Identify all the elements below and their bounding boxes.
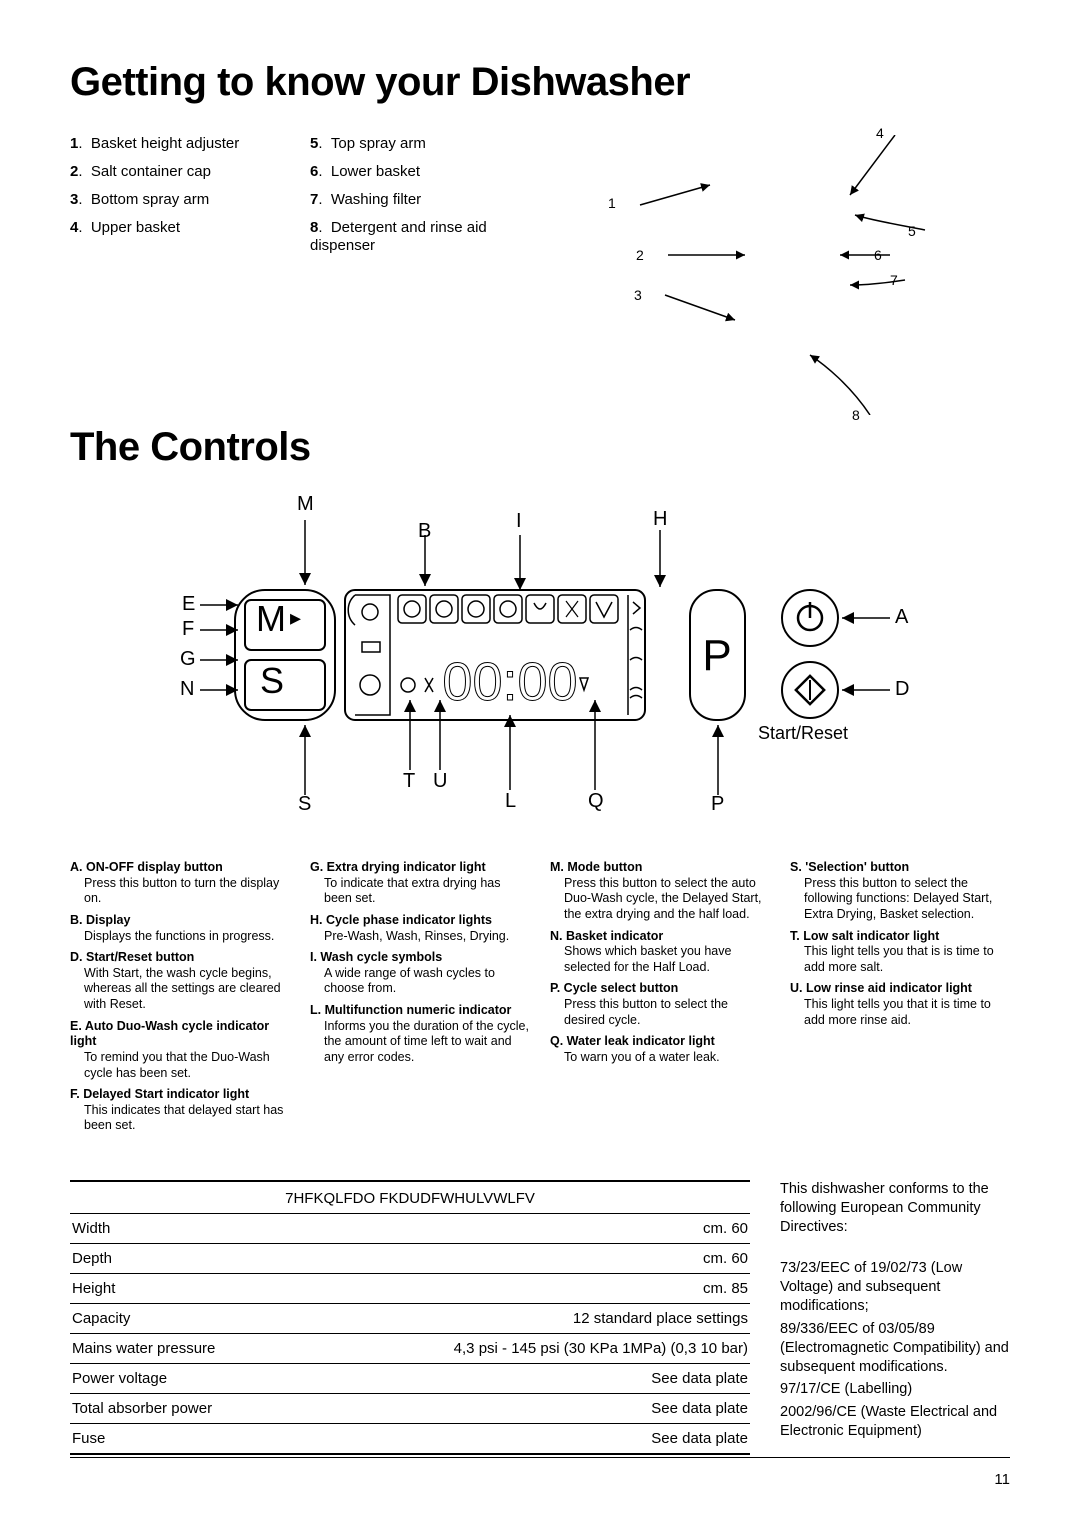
desc-col-3: M. Mode buttonPress this button to selec… bbox=[550, 860, 770, 1140]
control-desc-item: H. Cycle phase indicator lightsPre-Wash,… bbox=[310, 913, 530, 944]
table-row: Widthcm. 60 bbox=[70, 1214, 750, 1244]
page-title-2: The Controls bbox=[70, 425, 1010, 470]
table-row: Capacity12 standard place settings bbox=[70, 1304, 750, 1334]
directive-item: 73/23/EEC of 19/02/73 (Low Voltage) and … bbox=[780, 1259, 1010, 1316]
control-desc-item: L. Multifunction numeric indicatorInform… bbox=[310, 1003, 530, 1066]
desc-col-4: S. 'Selection' buttonPress this button t… bbox=[790, 860, 1010, 1140]
panel-label-N: N bbox=[180, 678, 194, 701]
control-desc-item: N. Basket indicatorShows which basket yo… bbox=[550, 929, 770, 976]
control-desc-item: D. Start/Reset buttonWith Start, the was… bbox=[70, 950, 290, 1013]
directives-intro: This dishwasher conforms to the followin… bbox=[780, 1180, 1010, 1237]
parts-col-left: 1. Basket height adjuster 2. Salt contain… bbox=[70, 135, 270, 415]
part-item: 7. Washing filter bbox=[310, 191, 510, 209]
panel-label-D: D bbox=[895, 678, 909, 701]
directive-item: 2002/96/CE (Waste Electrical and Electro… bbox=[780, 1403, 1010, 1441]
table-row: FuseSee data plate bbox=[70, 1424, 750, 1455]
control-desc-item: Q. Water leak indicator lightTo warn you… bbox=[550, 1034, 770, 1065]
panel-label-U: U bbox=[433, 770, 447, 793]
diagram-label-7: 7 bbox=[890, 272, 898, 288]
diagram-label-6: 6 bbox=[874, 247, 882, 263]
start-reset-label: Start/Reset bbox=[758, 723, 848, 744]
directive-item: 97/17/CE (Labelling) bbox=[780, 1380, 1010, 1399]
panel-label-S: S bbox=[298, 793, 311, 816]
panel-label-T: T bbox=[403, 770, 415, 793]
panel-label-E: E bbox=[182, 593, 195, 616]
exploded-diagram: 1 2 3 4 5 6 7 8 bbox=[550, 135, 1010, 415]
table-row: Depthcm. 60 bbox=[70, 1244, 750, 1274]
control-desc-item: E. Auto Duo-Wash cycle indicator lightTo… bbox=[70, 1019, 290, 1082]
panel-label-F: F bbox=[182, 618, 194, 641]
part-item: 5. Top spray arm bbox=[310, 135, 510, 153]
selection-button-letter: S bbox=[260, 660, 284, 702]
control-desc-item: M. Mode buttonPress this button to selec… bbox=[550, 860, 770, 923]
part-item: 8. Detergent and rinse aid dispenser bbox=[310, 219, 510, 255]
control-desc-item: B. DisplayDisplays the functions in prog… bbox=[70, 913, 290, 944]
panel-label-M: M bbox=[297, 493, 314, 516]
control-desc-item: T. Low salt indicator lightThis light te… bbox=[790, 929, 1010, 976]
control-panel-diagram: P bbox=[130, 490, 950, 830]
parts-col-right: 5. Top spray arm 6. Lower basket 7. Washin… bbox=[310, 135, 510, 415]
diagram-label-2: 2 bbox=[636, 247, 644, 263]
page-title-1: Getting to know your Dishwasher bbox=[70, 60, 1010, 105]
mode-button-letter: M bbox=[256, 598, 286, 640]
control-desc-item: S. 'Selection' buttonPress this button t… bbox=[790, 860, 1010, 923]
diagram-label-4: 4 bbox=[876, 125, 884, 141]
panel-label-I: I bbox=[516, 510, 522, 533]
control-desc-item: U. Low rinse aid indicator lightThis lig… bbox=[790, 981, 1010, 1028]
control-desc-item: G. Extra drying indicator lightTo indica… bbox=[310, 860, 530, 907]
page-rule bbox=[70, 1457, 1010, 1458]
controls-description: A. ON-OFF display buttonPress this butto… bbox=[70, 860, 1010, 1140]
panel-label-B: B bbox=[418, 520, 431, 543]
part-item: 6. Lower basket bbox=[310, 163, 510, 181]
table-row: Heightcm. 85 bbox=[70, 1274, 750, 1304]
diagram-label-1: 1 bbox=[608, 195, 616, 211]
directive-item: 89/336/EEC of 03/05/89 (Electromagnetic … bbox=[780, 1320, 1010, 1377]
specs-table: 7HFKQLFDO FKDUDFWHULVWLFV Widthcm. 60Dep… bbox=[70, 1180, 750, 1455]
part-item: 1. Basket height adjuster bbox=[70, 135, 270, 153]
page-number: 11 bbox=[994, 1471, 1010, 1488]
panel-label-L: L bbox=[505, 790, 516, 813]
panel-label-A: A bbox=[895, 606, 908, 629]
panel-label-H: H bbox=[653, 508, 667, 531]
mode-button-tri: ▸ bbox=[290, 605, 301, 631]
diagram-label-5: 5 bbox=[908, 223, 916, 239]
control-desc-item: F. Delayed Start indicator lightThis ind… bbox=[70, 1087, 290, 1134]
specs-header: 7HFKQLFDO FKDUDFWHULVWLFV bbox=[70, 1180, 750, 1213]
parts-section: 1. Basket height adjuster 2. Salt contain… bbox=[70, 135, 1010, 415]
desc-col-1: A. ON-OFF display buttonPress this butto… bbox=[70, 860, 290, 1140]
svg-text:00:00: 00:00 bbox=[442, 652, 577, 712]
panel-label-Q: Q bbox=[588, 790, 604, 813]
table-row: Power voltageSee data plate bbox=[70, 1364, 750, 1394]
desc-col-2: G. Extra drying indicator lightTo indica… bbox=[310, 860, 530, 1140]
table-row: Total absorber powerSee data plate bbox=[70, 1394, 750, 1424]
part-item: 4. Upper basket bbox=[70, 219, 270, 237]
diagram-label-8: 8 bbox=[852, 407, 860, 423]
part-item: 2. Salt container cap bbox=[70, 163, 270, 181]
control-desc-item: P. Cycle select buttonPress this button … bbox=[550, 981, 770, 1028]
panel-label-P: P bbox=[711, 793, 724, 816]
control-desc-item: I. Wash cycle symbolsA wide range of was… bbox=[310, 950, 530, 997]
svg-text:P: P bbox=[702, 631, 731, 680]
control-desc-item: A. ON-OFF display buttonPress this butto… bbox=[70, 860, 290, 907]
panel-label-G: G bbox=[180, 648, 196, 671]
diagram-label-3: 3 bbox=[634, 287, 642, 303]
table-row: Mains water pressure4,3 psi - 145 psi (3… bbox=[70, 1334, 750, 1364]
part-item: 3. Bottom spray arm bbox=[70, 191, 270, 209]
directives-block: This dishwasher conforms to the followin… bbox=[780, 1180, 1010, 1445]
